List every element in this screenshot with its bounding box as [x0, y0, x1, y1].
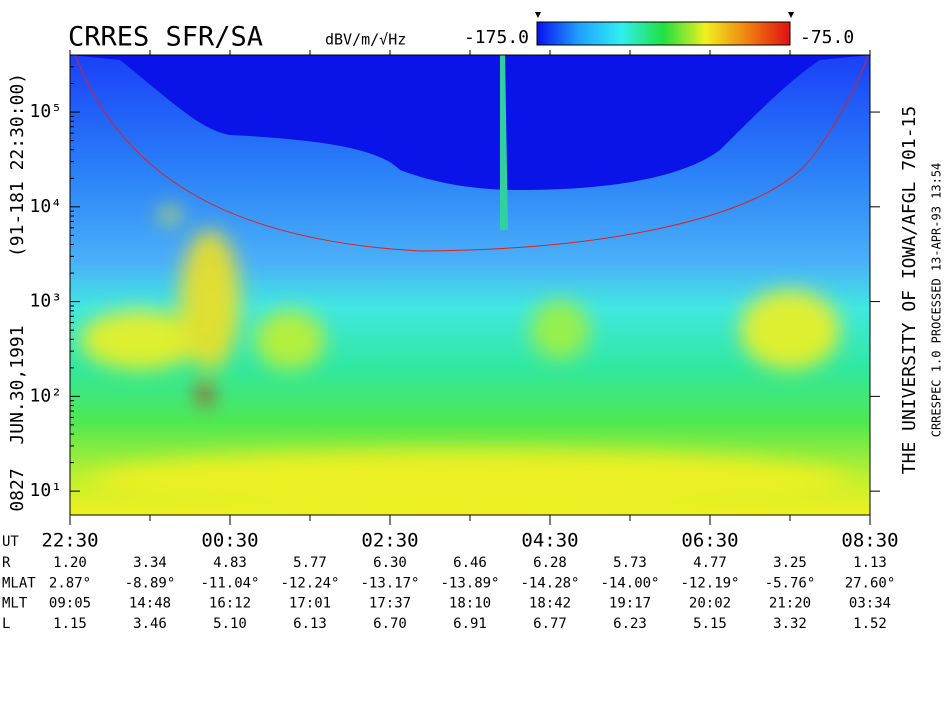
ephemeris-value: 3.46	[133, 616, 167, 632]
ephemeris-value: -13.89°	[440, 575, 499, 591]
left-label: (91-181 22:30:00)	[7, 73, 28, 257]
spectrogram-image	[70, 55, 870, 515]
ephemeris-value: 5.73	[613, 555, 647, 571]
ephemeris-value: 5.15	[693, 616, 727, 632]
x-tick-label: 00:30	[201, 530, 258, 552]
ephemeris-label: UT	[2, 534, 19, 550]
ephemeris-value: 6.13	[293, 616, 327, 632]
left-label: JUN.30,1991	[7, 325, 28, 444]
ephemeris-label: MLT	[2, 596, 28, 612]
ephemeris-value: -12.24°	[280, 575, 339, 591]
ephemeris-value: 6.91	[453, 616, 487, 632]
ephemeris-value: -5.76°	[765, 575, 816, 591]
ephemeris-value: -12.19°	[680, 575, 739, 591]
ephemeris-value: 14:48	[129, 596, 171, 612]
y-tick-label: 10⁴	[29, 196, 62, 217]
ephemeris-value: 4.83	[213, 555, 247, 571]
y-tick-label: 10²	[29, 385, 62, 406]
ephemeris-value: 6.77	[533, 616, 567, 632]
ephemeris-value: 4.77	[693, 555, 727, 571]
ephemeris-label: L	[2, 616, 10, 632]
ephemeris-value: 19:17	[609, 596, 651, 612]
ephemeris-value: 03:34	[849, 596, 891, 612]
ephemeris-value: -8.89°	[125, 575, 176, 591]
ephemeris-value: 18:42	[529, 596, 571, 612]
ephemeris-value: 6.28	[533, 555, 567, 571]
ephemeris-value: 6.23	[613, 616, 647, 632]
ephemeris-value: -13.17°	[360, 575, 419, 591]
side-labels: 0827 JUN.30,1991 (91-181 22:30:00) THE UNIV…	[7, 73, 944, 512]
ephemeris-value: 16:12	[209, 596, 251, 612]
ephemeris-value: 6.46	[453, 555, 487, 571]
ephemeris-value: 09:05	[49, 596, 91, 612]
chart-title: CRRES SFR/SA	[68, 22, 263, 53]
colorbar-label: dBV/m/√Hz	[325, 31, 406, 49]
ephemeris-value: 17:01	[289, 596, 331, 612]
right-label: CRRESPEC 1.0 PROCESSED 13-APR-93 13:54	[930, 163, 944, 438]
ephemeris-value: 5.10	[213, 616, 247, 632]
ephemeris-value: 1.15	[53, 616, 87, 632]
y-tick-label: 10⁵	[29, 101, 62, 122]
ephemeris-value: 1.52	[853, 616, 887, 632]
ephemeris-value: 6.30	[373, 555, 407, 571]
ephemeris-value: 5.77	[293, 555, 327, 571]
ephemeris-value: 1.20	[53, 555, 87, 571]
colorbar-tick-label: -75.0	[800, 27, 854, 48]
ephemeris-value: 20:02	[689, 596, 731, 612]
ephemeris-value: 2.87°	[49, 575, 91, 591]
ephemeris-value: -11.04°	[200, 575, 259, 591]
x-tick-label: 02:30	[361, 530, 418, 552]
ephemeris-value: 17:37	[369, 596, 411, 612]
ephemeris-label: R	[2, 555, 11, 571]
x-tick-label: 22:30	[41, 530, 98, 552]
x-tick-label: 06:30	[681, 530, 738, 552]
colorbar	[536, 21, 791, 46]
ephemeris-label: MLAT	[2, 575, 36, 591]
ephemeris-value: -14.28°	[520, 575, 579, 591]
y-tick-label: 10¹	[29, 480, 62, 501]
ephemeris-value: 1.13	[853, 555, 887, 571]
ephemeris-value: 3.32	[773, 616, 807, 632]
ephemeris-value: 3.34	[133, 555, 167, 571]
ephemeris-value: 6.70	[373, 616, 407, 632]
ephemeris-value: 27.60°	[845, 575, 896, 591]
ephemeris-value: 21:20	[769, 596, 811, 612]
x-tick-label: 08:30	[841, 530, 898, 552]
right-label: THE UNIVERSITY OF IOWA/AFGL 701-15	[899, 106, 920, 474]
x-tick-label: 04:30	[521, 530, 578, 552]
colorbar-tick-label: -175.0	[464, 27, 529, 48]
ephemeris-value: 18:10	[449, 596, 491, 612]
ephemeris-value: 3.25	[773, 555, 807, 571]
y-tick-label: 10³	[29, 291, 62, 312]
colorbar-marker	[535, 12, 794, 18]
ephemeris-value: -14.00°	[600, 575, 659, 591]
left-label: 0827	[7, 468, 28, 511]
